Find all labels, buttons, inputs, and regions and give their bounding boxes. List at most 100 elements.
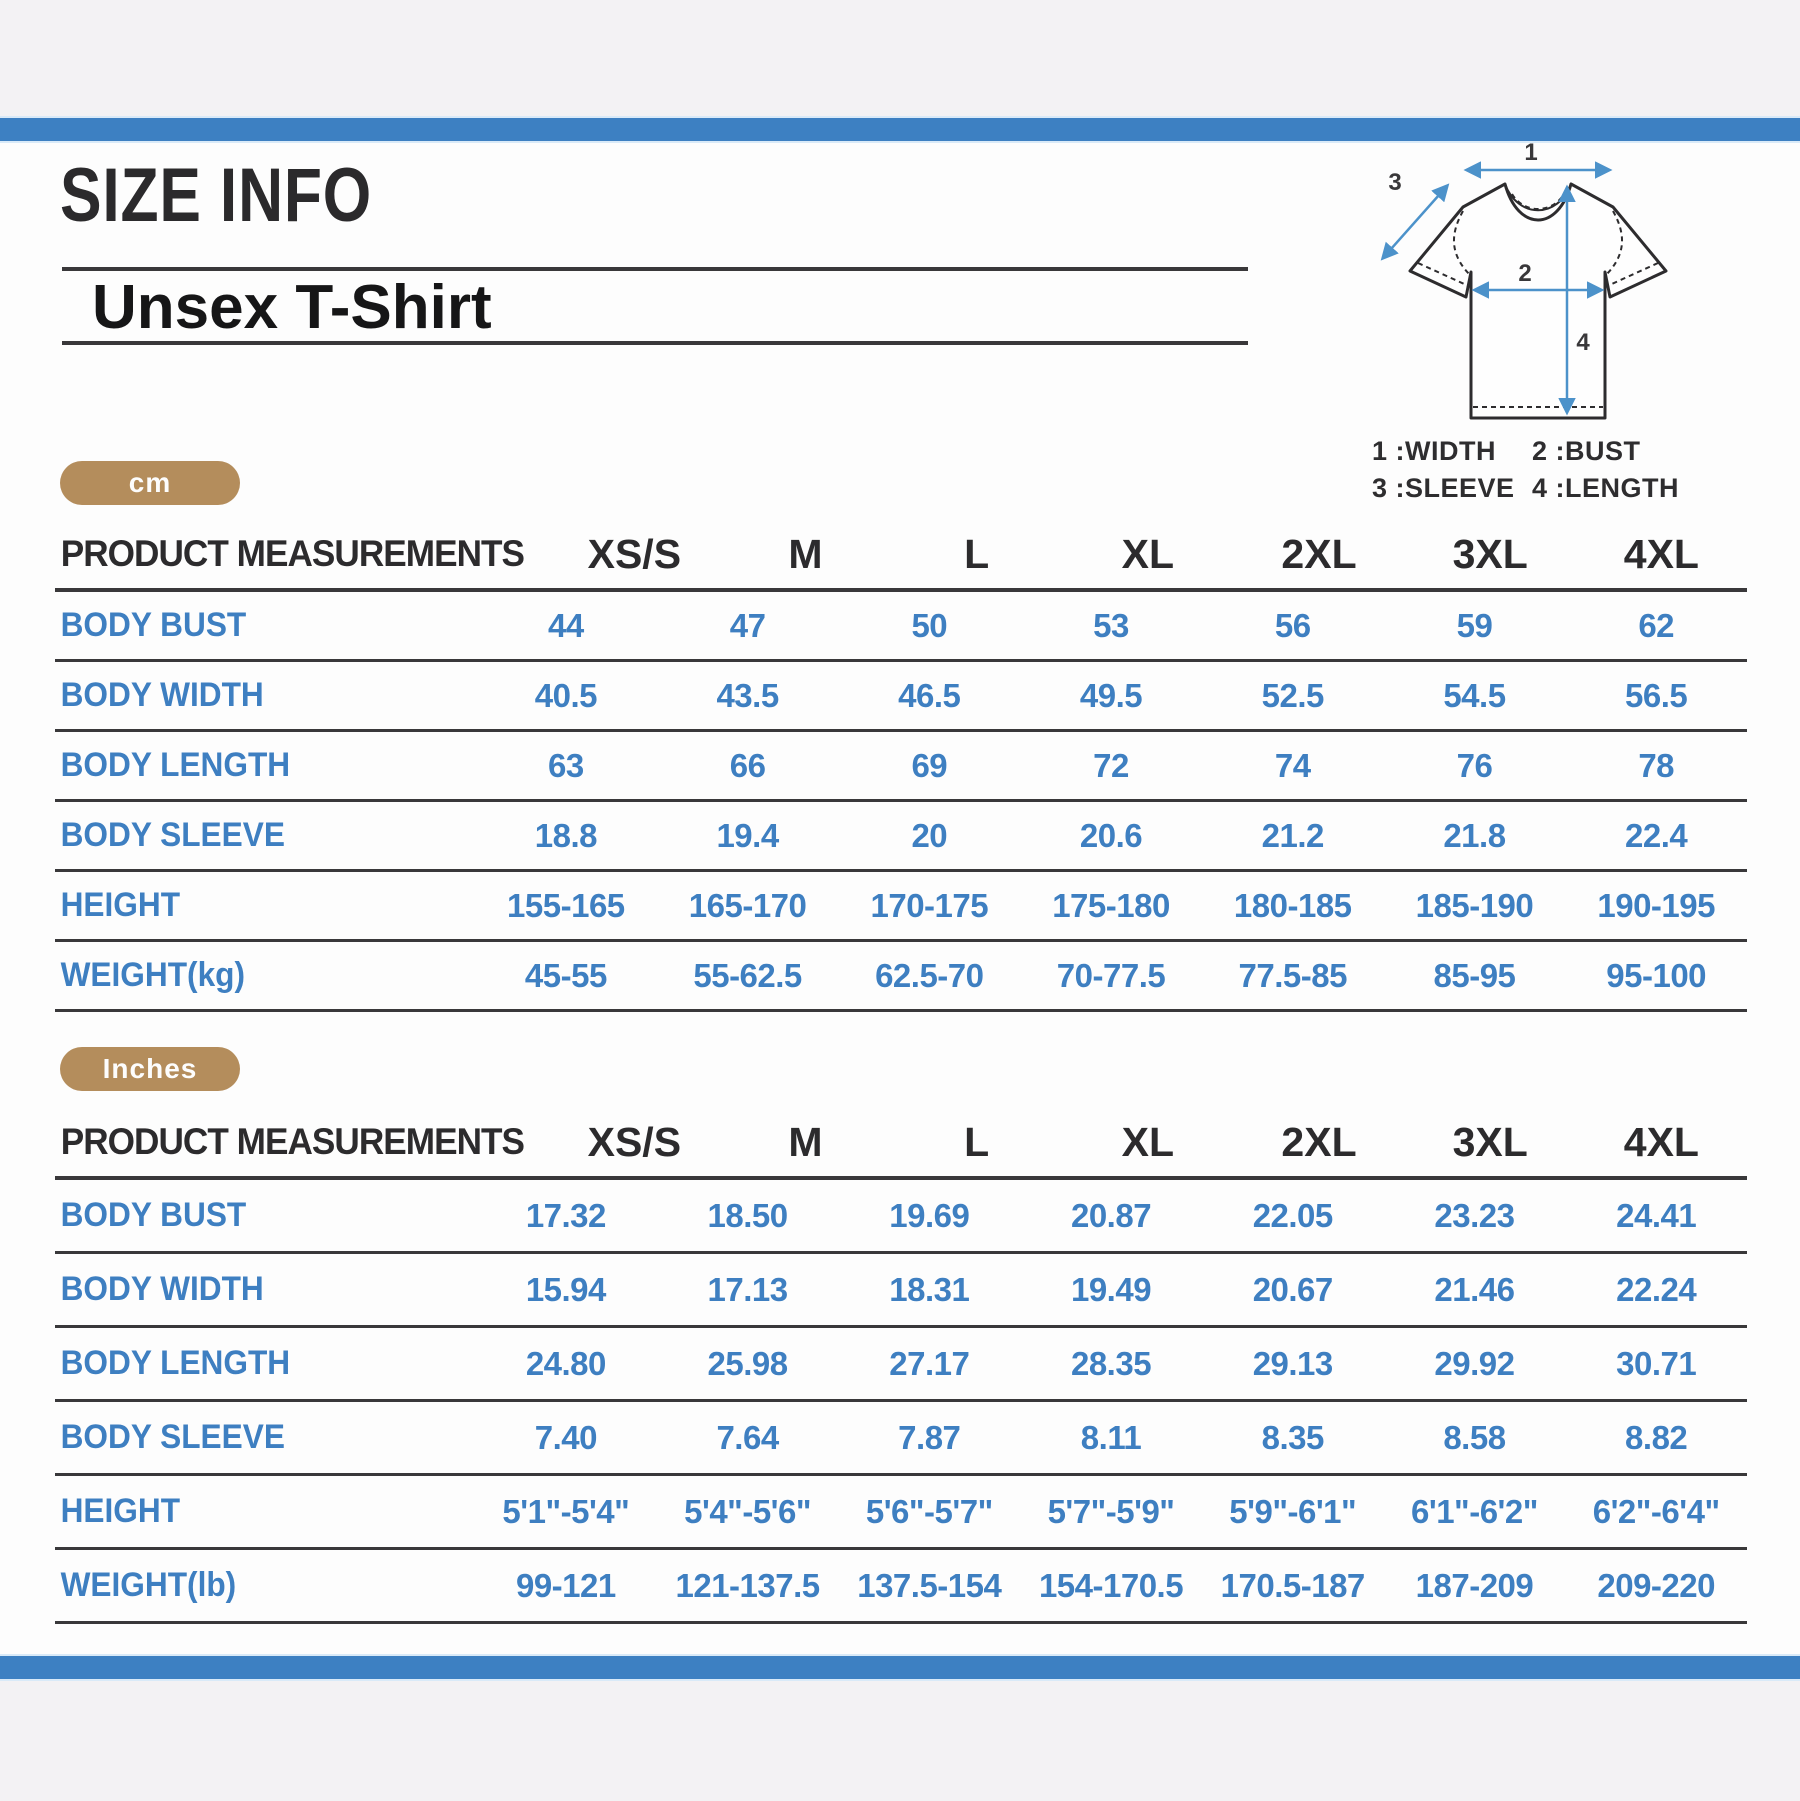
measurement-value: 40.5: [534, 676, 598, 714]
measurement-value: 185-190: [1415, 886, 1534, 924]
measurement-value: 121-137.5: [675, 1566, 821, 1604]
measurement-value: 29.92: [1434, 1344, 1515, 1382]
measurement-value: 62.5-70: [875, 956, 984, 994]
measurement-value: 18.31: [889, 1270, 970, 1308]
legend-item-width: 1 :WIDTH: [1372, 436, 1496, 466]
measurement-value: 63: [548, 746, 584, 784]
measurement-value: 77.5-85: [1238, 956, 1348, 994]
measurement-value: 21.2: [1261, 816, 1325, 854]
measurement-value: 175-180: [1052, 886, 1170, 924]
measurement-value: 6'1"-6'2": [1411, 1492, 1538, 1530]
inches-table-header-row: PRODUCT MEASUREMENTS XS/S M L XL 2XL 3XL 4XL: [55, 1108, 1747, 1180]
row-label: WEIGHT(lb): [60, 1566, 237, 1604]
inches-row-body-sleeve: BODY SLEEVE 7.40 7.64 7.87 8.11 8.35 8.58 8.82: [55, 1402, 1747, 1476]
column-header-size-xl: XL: [1121, 530, 1175, 577]
measurement-value: 6'2"-6'4": [1592, 1492, 1720, 1530]
cm-table-header-row: PRODUCT MEASUREMENTS XS/S M L XL 2XL 3XL 4XL: [55, 520, 1747, 592]
row-label: BODY BUST: [60, 1196, 247, 1234]
measurement-value: 47: [729, 606, 766, 644]
measurement-value: 155-165: [507, 886, 625, 924]
measurement-value: 8.58: [1443, 1418, 1506, 1456]
measurement-value: 19.69: [889, 1196, 970, 1234]
column-header-size-xl: XL: [1121, 1118, 1175, 1165]
column-header-size-4xl: 4XL: [1623, 530, 1699, 577]
measurement-value: 29.13: [1252, 1344, 1334, 1382]
measurement-value: 50: [911, 606, 948, 644]
measurement-value: 30.71: [1616, 1344, 1697, 1382]
row-label: BODY WIDTH: [60, 1270, 264, 1308]
measurement-value: 59: [1456, 606, 1493, 644]
measurement-value: 20.67: [1252, 1270, 1334, 1308]
measurement-value: 170.5-187: [1220, 1566, 1366, 1604]
measurement-value: 69: [911, 746, 948, 784]
measurement-value: 8.11: [1080, 1418, 1142, 1456]
collar-stitch-dashes: [1511, 193, 1565, 210]
mark-width: 1: [1524, 139, 1537, 166]
column-header-size-3xl: 3XL: [1452, 1118, 1528, 1165]
measurement-value: 22.05: [1252, 1196, 1334, 1234]
top-blue-bar: [0, 116, 1800, 143]
measurement-value: 7.40: [534, 1418, 598, 1456]
measurement-value: 23.23: [1434, 1196, 1515, 1234]
cm-row-weight-kg-: WEIGHT(kg) 45-55 55-62.5 62.5-70 70-77.5 77.5…: [55, 942, 1747, 1012]
measurement-value: 56: [1274, 606, 1311, 644]
measurement-value: 15.94: [525, 1270, 607, 1308]
measurement-value: 44: [548, 606, 584, 644]
measurement-value: 54.5: [1443, 676, 1506, 714]
measurement-value: 8.35: [1261, 1418, 1325, 1456]
measurement-value: 20: [911, 816, 948, 854]
unit-badge-cm: cm: [60, 461, 240, 505]
measurement-value: 46.5: [898, 676, 961, 714]
measurement-value: 180-185: [1233, 886, 1352, 924]
left-sleeve-hem-seam: [1417, 262, 1474, 289]
column-header-size-xs-s: XS/S: [587, 1118, 682, 1165]
cm-row-body-bust: BODY BUST 44 47 50 53 56 59 62: [55, 592, 1747, 662]
measurement-value: 5'9"-6'1": [1229, 1492, 1357, 1530]
row-label: HEIGHT: [60, 1492, 181, 1530]
inches-row-body-bust: BODY BUST 17.32 18.50 19.69 20.87 22.05 23.23 2…: [55, 1180, 1747, 1254]
row-label: BODY WIDTH: [60, 676, 264, 714]
title-divider-bottom: [62, 341, 1248, 345]
measurement-value: 18.8: [534, 816, 598, 854]
row-label: BODY BUST: [60, 606, 247, 644]
legend-item-sleeve: 3 :SLEEVE: [1372, 473, 1515, 503]
row-label: HEIGHT: [60, 886, 181, 924]
measurement-value: 5'7"-5'9": [1047, 1492, 1175, 1530]
measurement-value: 24.41: [1616, 1196, 1697, 1234]
measurement-value: 76: [1456, 746, 1493, 784]
measurement-value: 55-62.5: [693, 956, 802, 994]
tshirt-measurement-diagram: 1 2 3 4: [1380, 139, 1668, 420]
cm-row-height: HEIGHT 155-165 165-170 170-175 175-180 180-18…: [55, 872, 1747, 942]
measurement-value: 99-121: [515, 1566, 616, 1604]
product-name: Unsex T-Shirt: [92, 273, 492, 342]
measurement-value: 18.50: [707, 1196, 789, 1234]
measurement-value: 24.80: [525, 1344, 607, 1382]
sleeve-arrow: [1380, 183, 1450, 261]
measurement-value: 52.5: [1261, 676, 1325, 714]
column-header-size-l: L: [964, 1118, 990, 1165]
column-header-size-2xl: 2XL: [1281, 530, 1357, 577]
page-title: SIZE INFO: [60, 153, 373, 238]
column-header-size-3xl: 3XL: [1452, 530, 1528, 577]
column-header-product-measurements: PRODUCT MEASUREMENTS: [60, 533, 525, 574]
measurement-value: 17.13: [707, 1270, 789, 1308]
measurement-value: 5'4"-5'6": [684, 1492, 812, 1530]
measurement-value: 45-55: [524, 956, 607, 994]
row-label: BODY LENGTH: [60, 1344, 291, 1382]
measurement-value: 85-95: [1433, 956, 1516, 994]
right-armhole-seam: [1604, 210, 1624, 277]
measurement-value: 78: [1638, 746, 1675, 784]
inches-row-weight-lb-: WEIGHT(lb) 99-121 121-137.5 137.5-154 154-17…: [55, 1550, 1747, 1624]
cm-row-body-sleeve: BODY SLEEVE 18.8 19.4 20 20.6 21.2 21.8 22.4: [55, 802, 1747, 872]
measurement-value: 74: [1274, 746, 1311, 784]
legend-item-bust: 2 :BUST: [1532, 436, 1641, 466]
bottom-blue-bar: [0, 1654, 1800, 1681]
row-label: BODY SLEEVE: [60, 816, 285, 854]
column-header-size-2xl: 2XL: [1281, 1118, 1357, 1165]
legend-item-length: 4 :LENGTH: [1532, 473, 1680, 503]
measurement-value: 25.98: [707, 1344, 789, 1382]
measurement-value: 72: [1093, 746, 1129, 784]
mark-sleeve: 3: [1388, 169, 1401, 196]
unit-badge-inches: Inches: [60, 1047, 240, 1091]
measurement-value: 165-170: [688, 886, 807, 924]
